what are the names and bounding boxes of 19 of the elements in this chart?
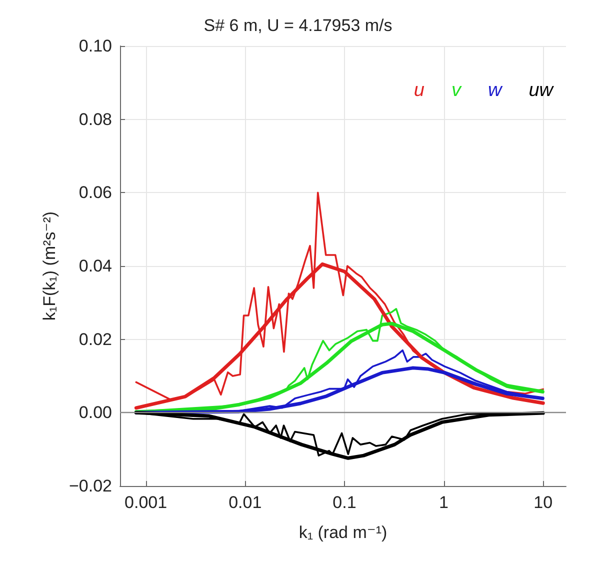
text: v [451, 80, 462, 101]
y-axis-title: k₁F(k₁) (m²s⁻²) [40, 211, 59, 321]
y-tick-label: 0.08 [78, 110, 112, 129]
x-tick-label: 1 [439, 493, 449, 512]
chart-title: S# 6 m, U = 4.17953 m/s [204, 16, 392, 35]
y-tick-label: 0.06 [78, 183, 112, 202]
y-tick-label: 0.04 [78, 256, 112, 276]
text: u [414, 80, 425, 101]
x-tick-label: 0.001 [124, 493, 168, 512]
text: w [488, 80, 503, 101]
y-tick-label: 0.10 [78, 36, 112, 56]
x-tick-label: 10 [534, 493, 553, 512]
x-tick-label: 0.1 [332, 493, 356, 512]
y-tick-label: −0.02 [68, 476, 112, 496]
x-axis-title: k₁ (rad m⁻¹) [298, 523, 388, 542]
text: uw [528, 80, 554, 101]
x-tick-label: 0.01 [228, 493, 262, 512]
y-tick-label: 0.00 [78, 403, 112, 422]
y-tick-label: 0.02 [78, 330, 112, 349]
